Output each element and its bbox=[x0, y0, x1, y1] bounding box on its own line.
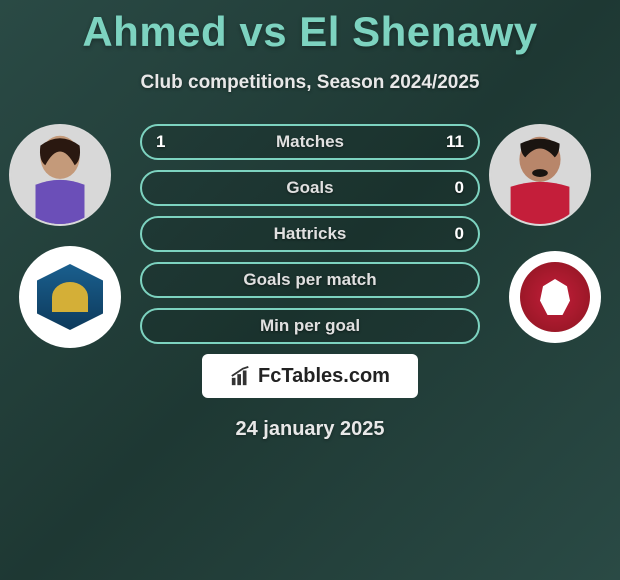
club-crest-icon bbox=[37, 264, 103, 330]
subtitle: Club competitions, Season 2024/2025 bbox=[0, 72, 620, 94]
player-left-avatar bbox=[9, 124, 111, 226]
stat-row: Goals 0 bbox=[140, 170, 480, 206]
brand-badge: FcTables.com bbox=[202, 354, 418, 398]
page-title: Ahmed vs El Shenawy bbox=[0, 0, 620, 56]
stat-label: Matches bbox=[276, 132, 344, 152]
stat-value-right: 0 bbox=[455, 224, 464, 244]
stat-label: Goals per match bbox=[243, 270, 376, 290]
person-icon bbox=[491, 126, 589, 224]
stat-label: Min per goal bbox=[260, 316, 360, 336]
stat-value-left: 1 bbox=[156, 132, 165, 152]
brand-text: FcTables.com bbox=[258, 365, 390, 388]
stat-row: Min per goal bbox=[140, 308, 480, 344]
player-right-avatar bbox=[489, 124, 591, 226]
stat-value-right: 11 bbox=[446, 132, 464, 152]
stat-value-right: 0 bbox=[455, 178, 464, 198]
club-crest-icon bbox=[520, 262, 590, 332]
stat-row: Goals per match bbox=[140, 262, 480, 298]
stat-row: Hattricks 0 bbox=[140, 216, 480, 252]
chart-icon bbox=[230, 365, 252, 387]
date-label: 24 january 2025 bbox=[0, 418, 620, 441]
player-left-club-logo bbox=[19, 246, 121, 348]
stat-label: Hattricks bbox=[274, 224, 347, 244]
stat-row: 1 Matches 11 bbox=[140, 124, 480, 160]
stats-column: 1 Matches 11 Goals 0 Hattricks 0 Goals p… bbox=[140, 124, 480, 398]
person-icon bbox=[11, 126, 109, 224]
stat-label: Goals bbox=[286, 178, 333, 198]
player-right-club-logo bbox=[509, 251, 601, 343]
comparison-area: 1 Matches 11 Goals 0 Hattricks 0 Goals p… bbox=[0, 124, 620, 398]
